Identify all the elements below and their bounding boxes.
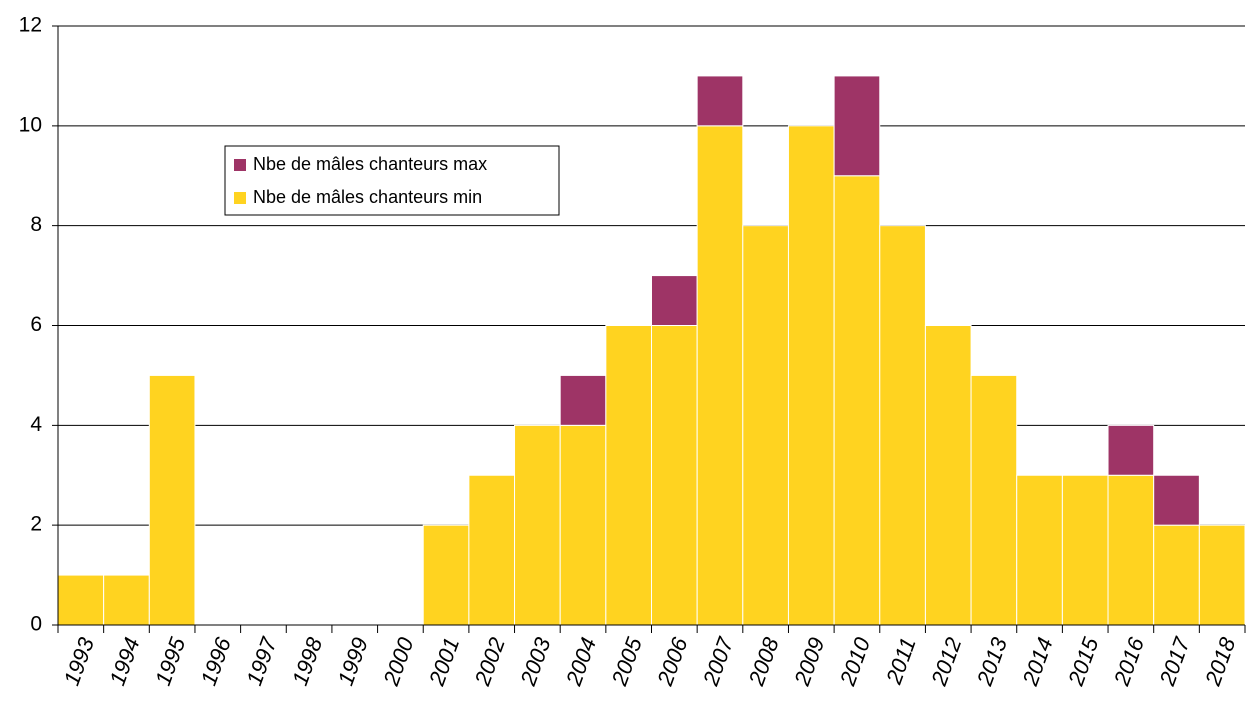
legend-label: Nbe de mâles chanteurs min — [253, 187, 482, 207]
x-tick-label: 1994 — [104, 634, 144, 689]
bar-segment — [696, 125, 744, 626]
legend-swatch — [234, 159, 246, 171]
y-tick-label: 12 — [19, 14, 42, 37]
x-tick-label: 2003 — [515, 633, 556, 689]
x-tick-label: 2007 — [698, 633, 739, 689]
legend: Nbe de mâles chanteurs max Nbe de mâles c… — [224, 145, 560, 216]
bar-segment — [651, 325, 698, 626]
bar-segment — [833, 75, 881, 177]
bar-segment — [742, 225, 789, 626]
bar-segment — [514, 424, 561, 626]
bar-segment — [651, 275, 698, 327]
bar-segment — [1061, 474, 1109, 626]
x-tick-label: 2001 — [424, 634, 465, 689]
x-tick-label: 2006 — [652, 633, 693, 689]
bar-segment — [559, 374, 607, 426]
bar-segment — [103, 574, 150, 626]
bar-segment — [787, 125, 835, 626]
bar-segment — [696, 75, 744, 127]
x-tick-label: 2016 — [1108, 633, 1149, 689]
bar-segment — [468, 474, 516, 626]
bar-segment — [970, 374, 1018, 626]
bar-segment — [1107, 474, 1155, 626]
y-tick-label: 10 — [19, 113, 42, 136]
bar-segment — [1016, 474, 1063, 626]
x-tick-label: 2017 — [1154, 633, 1195, 689]
x-tick-label: 2013 — [971, 633, 1012, 689]
y-tick-label: 4 — [30, 413, 42, 436]
x-tick-label: 2005 — [606, 633, 647, 689]
x-tick-label: 2014 — [1017, 634, 1058, 689]
bar-segment — [833, 175, 881, 626]
x-tick-label: 1999 — [333, 634, 373, 689]
x-tick-label: 1998 — [287, 633, 327, 688]
bar-segment — [559, 424, 607, 626]
y-tick-label: 8 — [30, 213, 42, 236]
x-tick-label: 2009 — [789, 634, 830, 689]
y-tick-label: 6 — [30, 313, 42, 336]
x-tick-label: 2010 — [835, 633, 876, 689]
bar-segment — [1198, 524, 1246, 626]
x-tick-label: 2015 — [1063, 633, 1104, 689]
x-tick-label: 1993 — [59, 633, 99, 688]
legend-box — [224, 145, 560, 216]
bar-segment — [605, 325, 652, 626]
legend-label: Nbe de mâles chanteurs max — [253, 154, 487, 174]
x-tick-label: 1997 — [241, 633, 281, 688]
bar-segment — [1153, 524, 1200, 626]
bar-segment — [148, 374, 196, 626]
x-tick-label: 2004 — [561, 634, 602, 689]
x-tick-label: 2008 — [743, 633, 784, 689]
y-tick-label: 2 — [30, 513, 42, 536]
bar-segment — [57, 574, 105, 626]
x-tick-label: 2002 — [469, 634, 510, 689]
x-tick-label: 1996 — [196, 633, 236, 688]
x-tick-label: 2012 — [926, 634, 967, 689]
x-tick-label: 1995 — [150, 633, 190, 688]
bar-segment — [1153, 474, 1200, 526]
bar-segment — [1107, 424, 1155, 476]
legend-swatch — [234, 192, 246, 204]
y-tick-label: 0 — [30, 613, 42, 636]
bar-segment — [422, 524, 470, 626]
x-tick-label: 2011 — [881, 634, 921, 688]
x-tick-label: 2000 — [378, 633, 419, 689]
bar-segment — [879, 225, 926, 626]
bar-segment — [924, 325, 972, 626]
x-tick-label: 2018 — [1200, 633, 1241, 689]
